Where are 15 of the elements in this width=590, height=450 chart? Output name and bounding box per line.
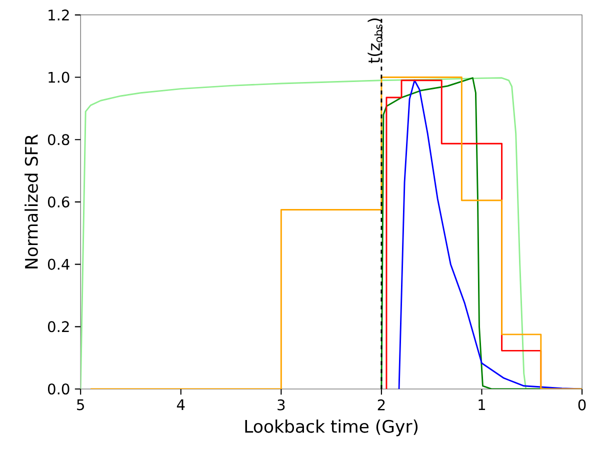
y-tick-label: 0.0: [48, 384, 70, 395]
x-tick-label: 0: [578, 400, 586, 411]
y-tick-label: 0.4: [48, 258, 70, 270]
x-tick-label: 3: [278, 400, 285, 411]
x-tick-label: 1: [478, 400, 486, 410]
x-tick-label: 2: [378, 400, 385, 410]
y-axis-title: Normalized SFR: [24, 134, 38, 268]
y-tick-label: 0.6: [48, 196, 70, 208]
y-tick-label: 1.2: [48, 10, 69, 20]
y-tick-label: 0.2: [48, 321, 69, 332]
x-tick-label: 5: [77, 400, 84, 410]
x-tick-label: 4: [176, 400, 185, 410]
x-axis-title: Lookback time (Gyr): [245, 420, 418, 436]
y-tick-label: 0.8: [48, 134, 70, 146]
y-tick-label: 1.0: [48, 72, 70, 83]
